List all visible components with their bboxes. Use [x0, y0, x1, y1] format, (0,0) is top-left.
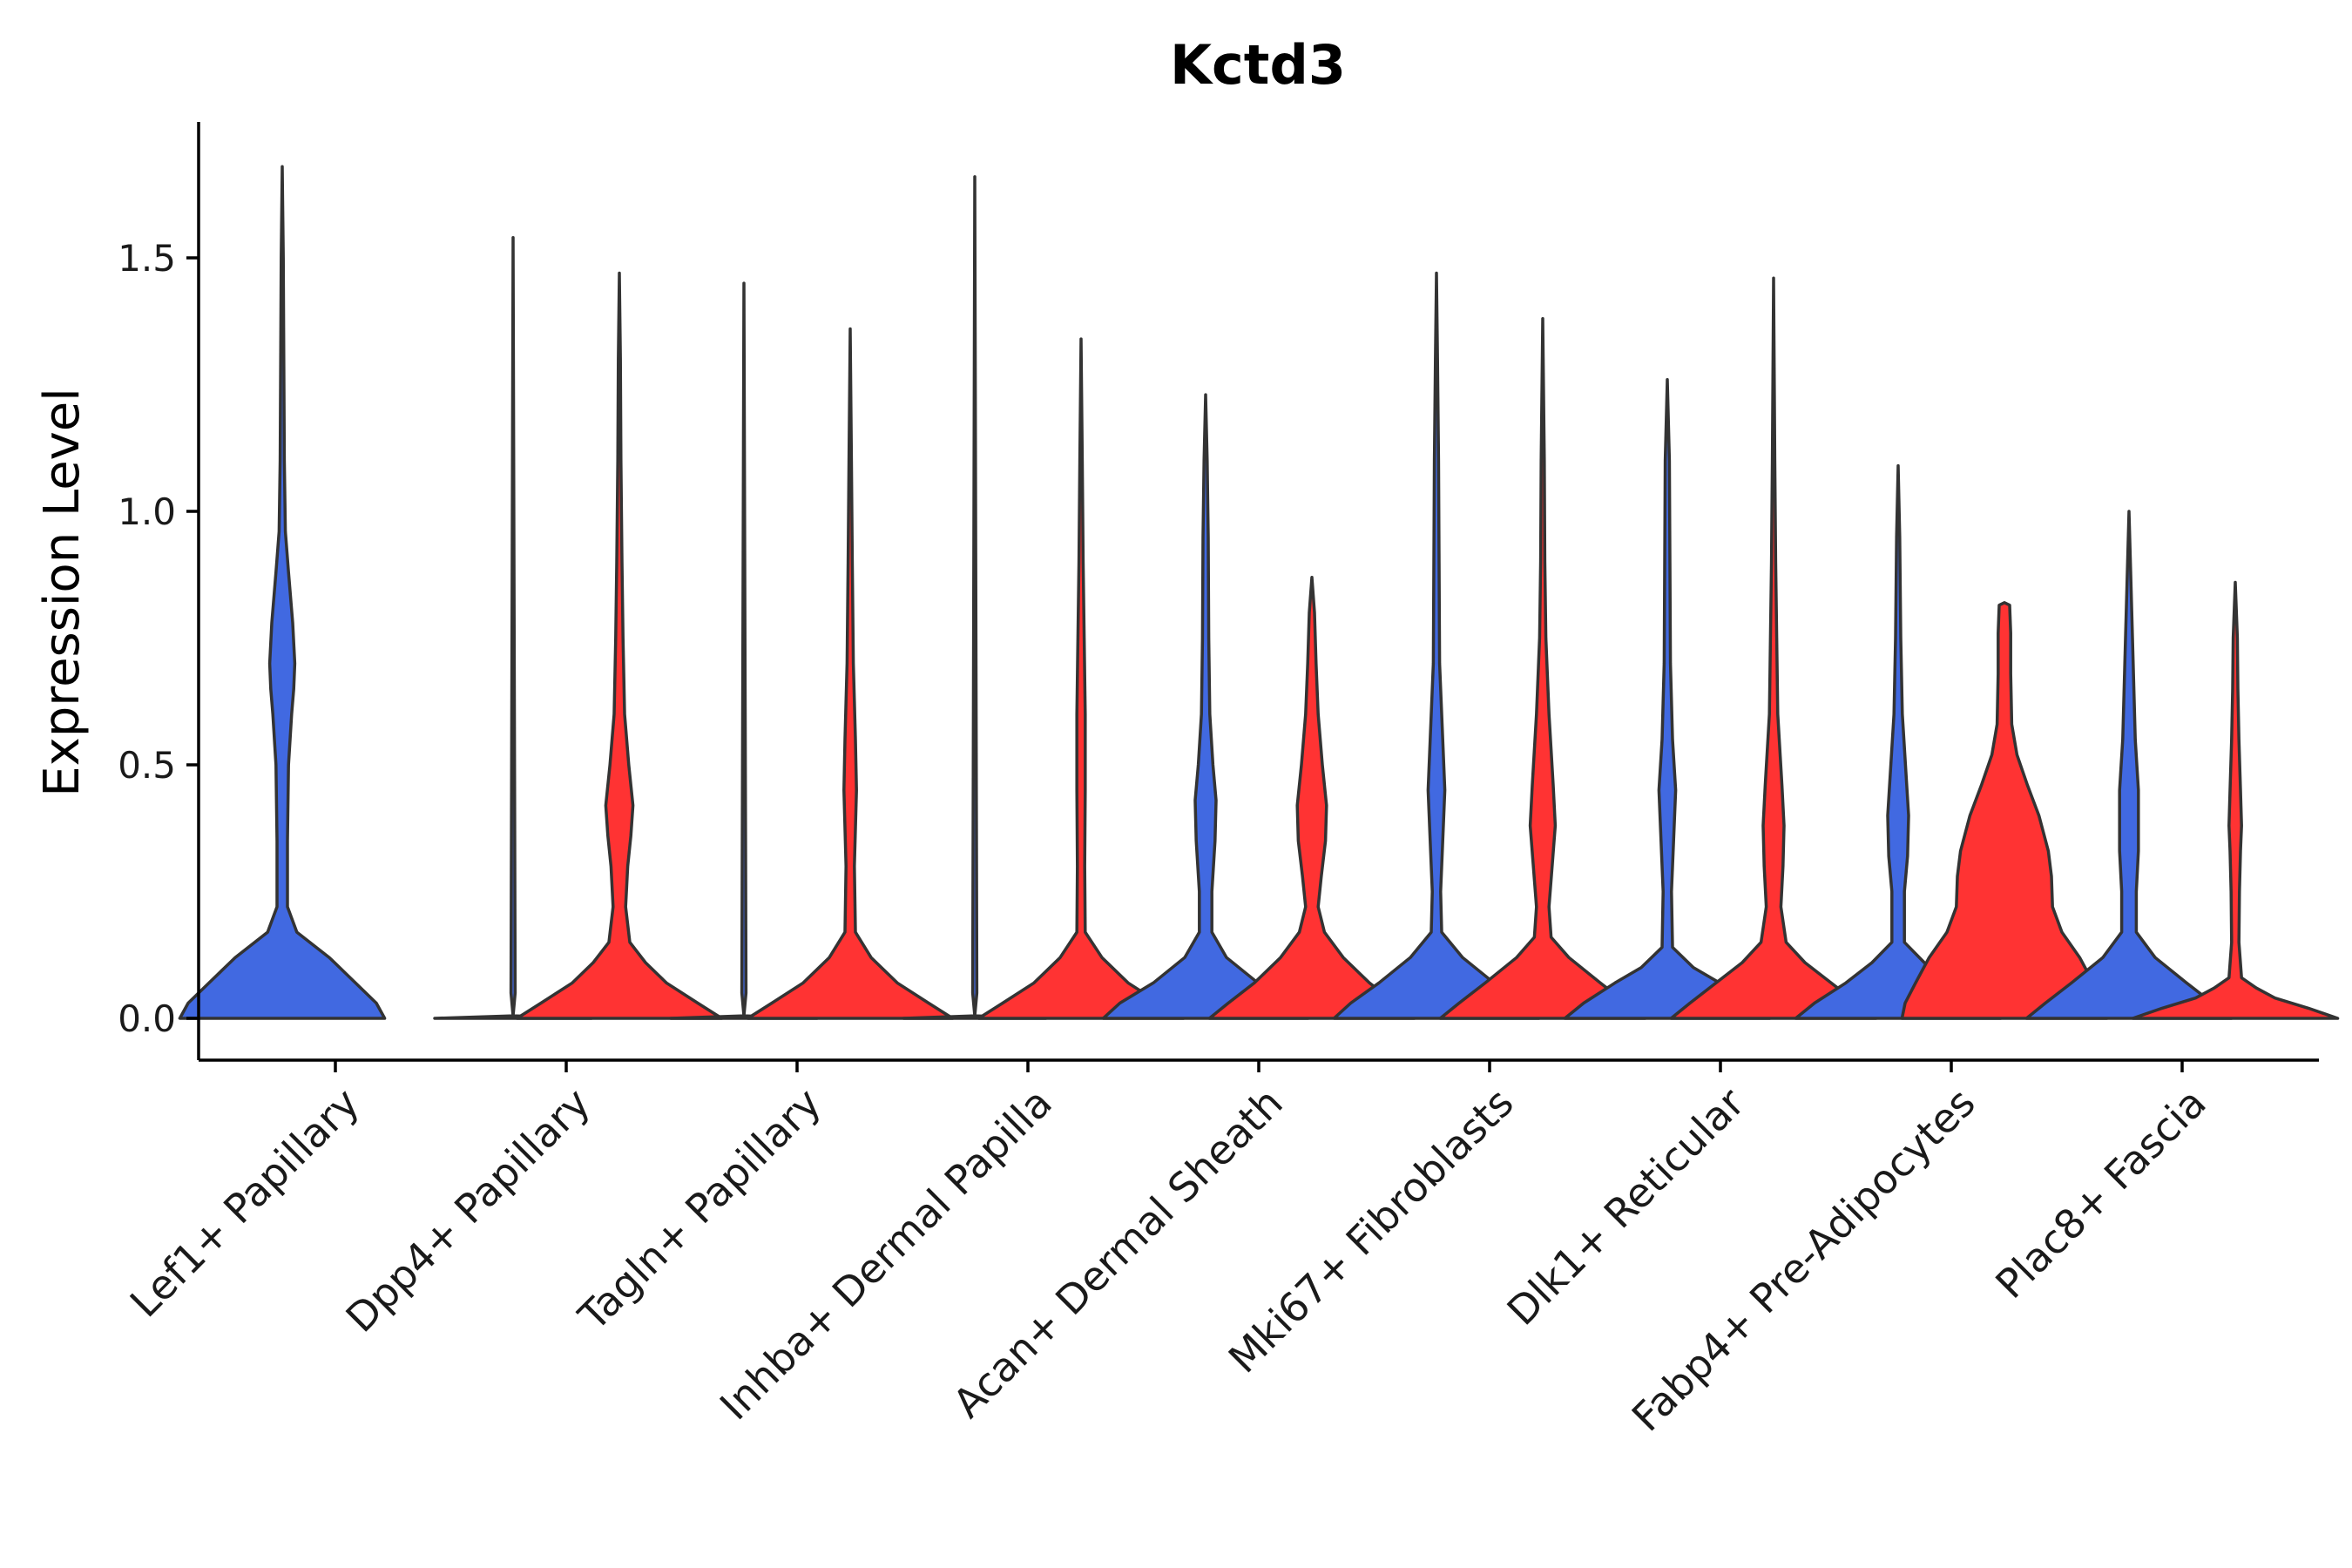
y-tick-label: 1.5 [118, 237, 176, 280]
violin-group-red-8 [1900, 601, 2109, 1020]
violin-group-red-2 [515, 271, 724, 1020]
violin-group-red-6 [1438, 317, 1647, 1020]
x-category-label: Tagln+ Papillary [569, 1079, 830, 1341]
violin-group-blue-2 [433, 235, 593, 1020]
chart-title: Kctd3 [1170, 33, 1346, 97]
y-axis-title: Expression Level [34, 388, 91, 797]
x-category-label: Plac8+ Fascia [1986, 1079, 2214, 1308]
violin-group-red-5 [1207, 575, 1416, 1020]
violin-group-blue-4 [902, 175, 1048, 1020]
y-tick-label: 0.0 [118, 997, 176, 1040]
violin-group-blue-8 [1794, 463, 2003, 1020]
violin-group-blue-1 [178, 165, 387, 1020]
x-category-label: Dpp4+ Papillary [337, 1079, 599, 1342]
x-category-label: Lef1+ Papillary [121, 1079, 368, 1327]
violin-group-red-7 [1669, 276, 1878, 1020]
violin-group-blue-7 [1563, 377, 1772, 1020]
violin-group-blue-9 [2024, 510, 2234, 1020]
x-category-label: Dlk1+ Reticular [1498, 1079, 1754, 1335]
y-tick-label: 0.5 [118, 744, 176, 787]
violin-layer [178, 165, 2340, 1020]
violin-group-red-4 [977, 337, 1186, 1020]
violin-group-blue-6 [1332, 271, 1541, 1020]
y-tick-label: 1.0 [118, 490, 176, 533]
y-axis: 0.0 0.5 1.0 1.5 [118, 122, 200, 1060]
violin-group-red-3 [746, 327, 955, 1020]
violin-group-red-9 [2131, 580, 2340, 1020]
violin-group-blue-3 [669, 281, 819, 1020]
violin-group-blue-5 [1101, 393, 1310, 1020]
